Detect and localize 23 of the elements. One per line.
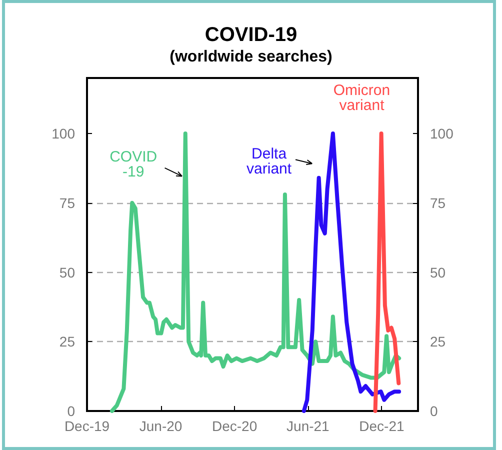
y-tick-label: 25	[59, 334, 76, 350]
y-tick-label: 100	[52, 126, 76, 142]
line-series	[110, 132, 402, 413]
y-tick-label: 50	[59, 264, 76, 280]
y2-tick-label: 25	[430, 334, 446, 350]
y-tick-label: 0	[67, 403, 76, 419]
x-tick-label: Dec-21	[359, 418, 404, 434]
x-tick-label: Dec-20	[212, 418, 258, 434]
series-label: Delta variant	[246, 145, 292, 178]
x-tick-label: Jun-21	[286, 418, 330, 434]
series-label: Omicron variant	[333, 82, 390, 114]
y2-tick-label: 100	[430, 126, 454, 142]
y2-tick-label: 0	[430, 403, 438, 419]
chart-title: COVID-19	[204, 24, 298, 46]
x-tick-label: Dec-19	[64, 418, 110, 434]
y2-tick-label: 75	[430, 194, 446, 211]
chart-subtitle: (worldwide searches)	[170, 48, 332, 66]
line-series	[373, 132, 401, 413]
line-series	[302, 132, 402, 413]
x-tick-label: Jun-20	[139, 418, 182, 434]
series-label: COVID -19	[110, 148, 158, 181]
y-tick-label: 75	[59, 194, 76, 211]
y2-tick-label: 50	[430, 264, 446, 280]
